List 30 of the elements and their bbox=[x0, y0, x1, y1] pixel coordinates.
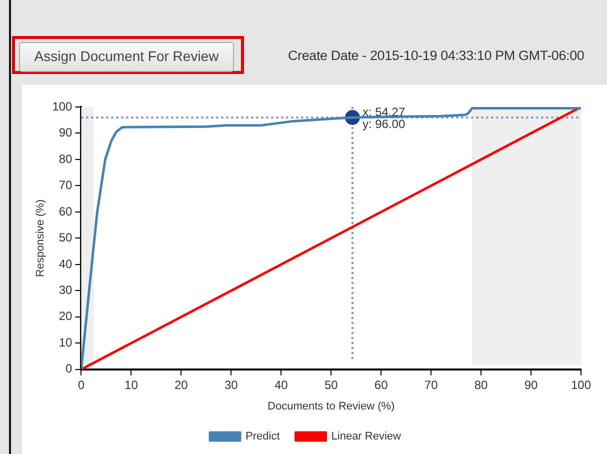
y-tick-label: 50 bbox=[58, 230, 73, 245]
annotation: x: 54.27 bbox=[362, 104, 406, 119]
y-tick-label: 10 bbox=[58, 335, 73, 350]
x-tick-label: 90 bbox=[524, 378, 538, 392]
y-tick-label: 70 bbox=[58, 178, 73, 192]
y-tick-label: 100 bbox=[52, 99, 73, 114]
x-axis-title: Documents to Review (%) bbox=[268, 400, 395, 412]
y-tick-label: 90 bbox=[58, 126, 73, 140]
x-tick-label: 80 bbox=[474, 378, 488, 392]
x-tick-label: 30 bbox=[224, 378, 238, 392]
x-tick-label: 50 bbox=[324, 378, 338, 392]
x-tick-label: 60 bbox=[374, 378, 388, 392]
y-tick-label: 0 bbox=[66, 362, 73, 376]
y-axis-title: Responsive (%) bbox=[34, 199, 47, 278]
x-tick-label: 40 bbox=[274, 378, 288, 392]
y-tick-label: 30 bbox=[58, 282, 73, 297]
legend-label: Predict bbox=[246, 430, 280, 443]
y-tick-label: 60 bbox=[58, 204, 73, 218]
y-tick-label: 80 bbox=[58, 152, 73, 166]
text: Assign Document For Review bbox=[19, 42, 234, 72]
y-tick-label: 20 bbox=[58, 309, 73, 324]
x-tick-label: 70 bbox=[424, 378, 438, 392]
text: Create Date - 2015-10-19 04:33:10 PM GMT-06:00 bbox=[288, 48, 584, 63]
x-tick-label: 20 bbox=[174, 378, 188, 392]
legend-label: Linear Review bbox=[331, 430, 402, 443]
annotation: y: 96.00 bbox=[362, 116, 406, 131]
x-tick-label: 100 bbox=[570, 378, 592, 392]
y-tick-label: 40 bbox=[58, 256, 73, 271]
x-tick-label: 0 bbox=[78, 378, 85, 392]
x-tick-label: 10 bbox=[124, 378, 138, 392]
